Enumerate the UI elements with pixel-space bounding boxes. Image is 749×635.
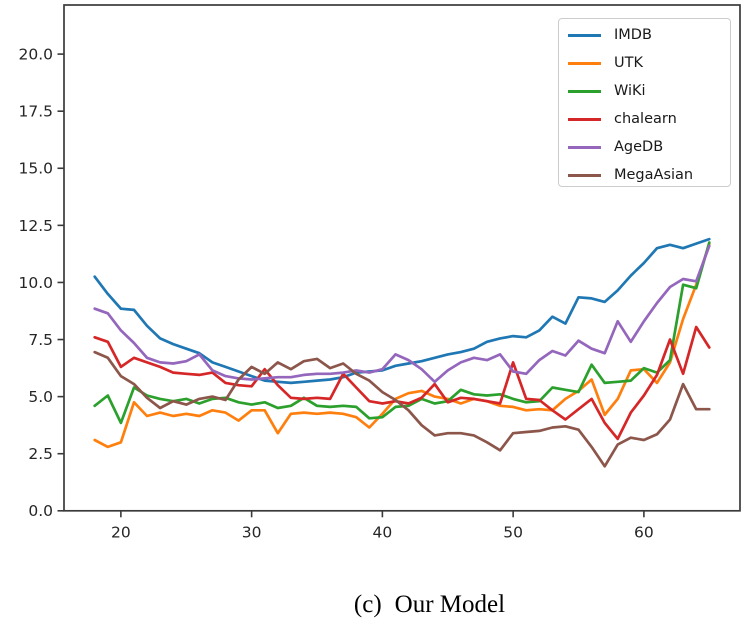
y-tick-label-5.0: 5.0 xyxy=(28,388,53,406)
legend-line-swatch-chalearn xyxy=(568,117,601,121)
legend-label-wiki: WiKi xyxy=(614,82,646,99)
axes-spines xyxy=(63,4,741,512)
x-tick-label-30: 30 xyxy=(242,524,262,542)
y-tick-label-7.5: 7.5 xyxy=(28,331,53,349)
series-line-imdb xyxy=(93,237,711,385)
legend-entry-chalearn: chalearn xyxy=(559,105,730,133)
legend-label-chalearn: chalearn xyxy=(614,110,677,127)
legend-label-agedb: AgeDB xyxy=(614,138,664,155)
legend-line-swatch-utk xyxy=(568,61,601,65)
caption: (c) Our Model xyxy=(0,591,749,619)
y-tick-label-10.0: 10.0 xyxy=(18,274,53,292)
legend-label-imdb: IMDB xyxy=(614,26,652,43)
legend-label-megaasian: MegaAsian xyxy=(614,166,694,183)
legend-line-swatch-wiki xyxy=(568,89,601,93)
series-line-chalearn xyxy=(93,325,711,441)
x-tick-label-40: 40 xyxy=(373,524,393,542)
legend-entry-imdb: IMDB xyxy=(559,21,730,49)
caption-inner: (c) Our Model xyxy=(354,591,505,619)
series-line-utk xyxy=(93,242,711,449)
legend-line-swatch-agedb xyxy=(568,145,601,149)
y-tick-label-2.5: 2.5 xyxy=(28,445,53,463)
legend-label-utk: UTK xyxy=(614,54,643,71)
y-tick-label-15.0: 15.0 xyxy=(18,160,53,178)
legend-entry-megaasian: MegaAsian xyxy=(559,161,730,189)
legend-entry-utk: UTK xyxy=(559,49,730,77)
legend-line-swatch-imdb xyxy=(568,33,601,37)
y-tick-label-12.5: 12.5 xyxy=(18,217,53,235)
legend-line-swatch-megaasian xyxy=(568,173,601,177)
legend-entry-agedb: AgeDB xyxy=(559,133,730,161)
x-tick-label-50: 50 xyxy=(503,524,523,542)
y-tick-label-0.0: 0.0 xyxy=(28,502,53,520)
series-line-megaasian xyxy=(93,350,711,468)
line-chart: 20 30 40 50 60 0.0 2.5 5.0 7.5 10.0 12.5 15.0 17.5 20… xyxy=(18,4,741,542)
caption-label: (c) xyxy=(353,591,382,618)
y-tick-label-20.0: 20.0 xyxy=(18,45,53,63)
series-line-agedb xyxy=(93,244,711,384)
x-tick-label-20: 20 xyxy=(111,524,131,542)
y-tick-label-17.5: 17.5 xyxy=(18,103,53,121)
legend: IMDB UTK WiKi chalearn AgeDB MegaAsian xyxy=(558,18,731,187)
caption-text: Our Model xyxy=(394,591,506,618)
x-tick-label-60: 60 xyxy=(634,524,654,542)
legend-entry-wiki: WiKi xyxy=(559,77,730,105)
